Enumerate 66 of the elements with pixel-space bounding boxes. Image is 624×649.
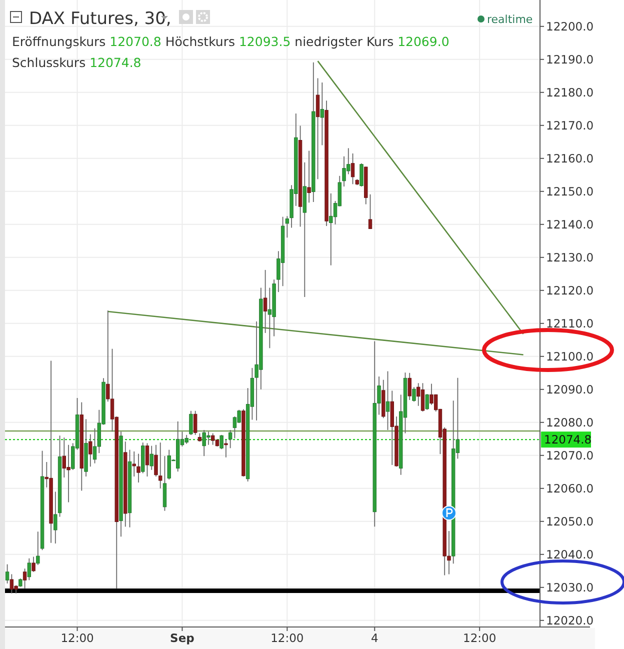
y-tick-label: 12090.0: [546, 382, 594, 396]
candlestick: [360, 162, 364, 187]
candlestick: [420, 382, 425, 412]
candlestick: [132, 450, 136, 477]
x-tick-label: 12:00: [270, 631, 304, 645]
candlestick: [145, 442, 150, 477]
candlestick: [54, 491, 58, 544]
y-tick-label: 12160.0: [546, 151, 594, 166]
candlestick: [224, 439, 228, 458]
candlestick: [210, 432, 215, 446]
candlestick: [350, 153, 355, 185]
candlestick: [5, 564, 10, 584]
y-tick-label: 12170.0: [546, 118, 594, 132]
candlestick: [285, 216, 290, 238]
candlestick: [220, 434, 224, 450]
y-tick-label: 12120.0: [546, 283, 594, 298]
annotation: Höchstkurs 12093.5: [161, 34, 291, 49]
candlestick: [136, 453, 140, 483]
candlestick: [412, 386, 416, 402]
candlestick: [27, 558, 32, 581]
candlestick: [154, 444, 158, 477]
y-tick-label: 12040.0: [546, 547, 594, 562]
candlestick: [237, 409, 241, 424]
annotation: Eröffnungskurs 12070.8: [12, 34, 162, 49]
y-tick-label: 12100.0: [546, 349, 594, 364]
x-tick-label: 4: [370, 631, 378, 645]
y-tick-label: 12140.0: [546, 217, 594, 232]
x-tick-label: Sep: [170, 631, 194, 645]
candlestick: [408, 372, 412, 400]
annotation: niedrigster Kurs 12069.0: [290, 34, 450, 49]
candlestick: [320, 82, 324, 146]
y-tick-label: 12200.0: [546, 19, 594, 34]
annotation: realtime: [487, 12, 533, 26]
candlestick: [368, 194, 372, 230]
candlestick: [425, 394, 429, 410]
candlestick: [36, 531, 40, 566]
y-tick-label: 12110.0: [546, 316, 594, 330]
y-tick-label: 12130.0: [546, 250, 594, 264]
candlestick: [189, 410, 193, 436]
candlestick: [228, 430, 232, 449]
y-tick-label: 12030.0: [546, 580, 594, 594]
ref-line-label: 12074.8: [544, 432, 592, 447]
x-tick-label: 12:00: [463, 631, 496, 645]
candlestick: [150, 445, 154, 470]
candlestick: [268, 287, 272, 349]
candlestick: [88, 434, 92, 468]
candlestick: [32, 556, 36, 572]
candlestick: [316, 78, 320, 180]
candlestick: [386, 370, 390, 430]
candlestick: [307, 150, 311, 204]
candlestick: [329, 192, 333, 266]
y-tick-label: 12080.0: [546, 415, 594, 430]
y-tick-label: 12190.0: [546, 52, 594, 66]
y-tick-label: 12070.0: [546, 448, 594, 462]
y-tick-label: 12060.0: [546, 481, 594, 496]
candlestick: [158, 442, 162, 489]
x-tick-label: 12:00: [60, 631, 94, 645]
y-tick-label: 12180.0: [546, 85, 594, 100]
candlestick: [193, 410, 198, 436]
candlestick: [22, 568, 27, 589]
y-tick-label: 12050.0: [546, 514, 594, 528]
y-tick-label: 12020.0: [546, 613, 594, 628]
annotation: Schlusskurs 12074.8: [12, 55, 142, 70]
candlestick: [263, 269, 268, 334]
y-tick-label: 12150.0: [546, 184, 594, 198]
candlestick: [162, 456, 167, 512]
